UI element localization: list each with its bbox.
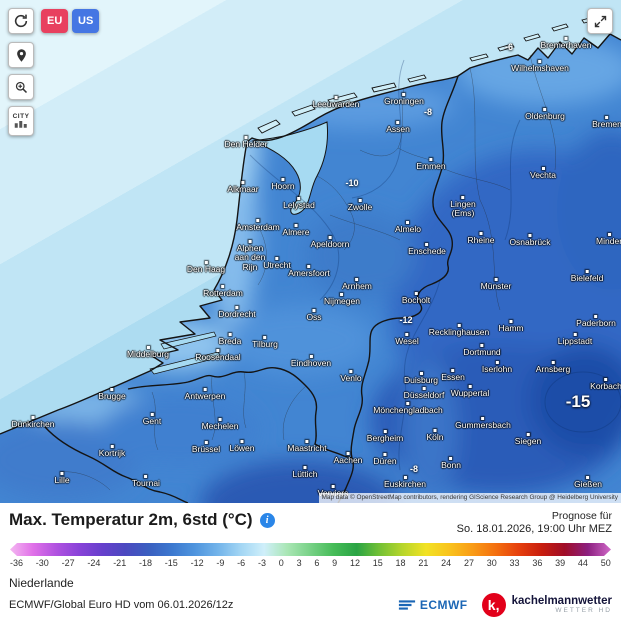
- coastline: [0, 33, 621, 435]
- admin-borders-minor: [59, 54, 556, 491]
- kachelmannwetter-logo[interactable]: k, kachelmannwetter WETTER HD: [481, 593, 612, 617]
- region-label: Niederlande: [9, 576, 74, 590]
- zoom-in-icon: [15, 81, 27, 93]
- scale-tick-label: 21: [418, 558, 429, 568]
- zoom-button[interactable]: [8, 74, 34, 100]
- info-button[interactable]: i: [259, 512, 275, 528]
- kachelmann-wordmark: kachelmannwetter WETTER HD: [512, 595, 612, 615]
- scale-tick-label: -21: [113, 558, 127, 568]
- scale-tick-label: 0: [278, 558, 284, 568]
- map-attribution[interactable]: Map data © OpenStreetMap contributors, r…: [318, 493, 621, 503]
- fullscreen-button[interactable]: [587, 8, 613, 34]
- locate-button[interactable]: [8, 42, 34, 68]
- title-row: Max. Temperatur 2m, 6std (°C) i Prognose…: [9, 510, 612, 535]
- refresh-button[interactable]: [8, 8, 34, 34]
- region-tab-us[interactable]: US: [72, 9, 99, 33]
- country-borders: [0, 33, 621, 503]
- city-buildings-icon: [14, 121, 27, 128]
- scale-tick-label: 27: [463, 558, 474, 568]
- scale-tick-label: 50: [600, 558, 611, 568]
- scale-tick-label: -24: [87, 558, 101, 568]
- brand-area: ECMWF k, kachelmannwetter WETTER HD: [398, 593, 612, 617]
- scale-tick-label: 6: [314, 558, 320, 568]
- color-scale-bar: [10, 543, 611, 556]
- forecast-label: Prognose für: [551, 510, 612, 522]
- isoline-layer: [249, 59, 621, 471]
- map-viewport[interactable]: Bremerhaven Wilhelmshaven Oldenburg Bremen L…: [0, 0, 621, 503]
- ecmwf-wordmark: ECMWF: [419, 598, 468, 612]
- border-nl-de: [337, 75, 459, 503]
- scale-tick-label: -3: [257, 558, 266, 568]
- scale-tick-label: 9: [332, 558, 338, 568]
- border-nl-be: [127, 366, 353, 459]
- scale-tick-label: 18: [395, 558, 406, 568]
- legend-panel: Max. Temperatur 2m, 6std (°C) i Prognose…: [0, 503, 621, 617]
- scale-tick-label: -15: [164, 558, 178, 568]
- scale-tick-label: -18: [138, 558, 152, 568]
- scale-tick-label: 36: [532, 558, 543, 568]
- weather-map-canvas: [0, 0, 621, 503]
- ecmwf-logo[interactable]: ECMWF: [398, 598, 468, 612]
- forecast-valid-time: Prognose für So. 18.01.2026, 19:00 Uhr M…: [457, 510, 612, 535]
- refresh-icon: [14, 14, 28, 28]
- ecmwf-flag-icon: [398, 600, 415, 610]
- scale-tick-label: 30: [486, 558, 497, 568]
- scale-tick-label: 33: [509, 558, 520, 568]
- scale-tick-label: 12: [349, 558, 360, 568]
- expand-icon: [594, 15, 606, 27]
- model-row: ECMWF/Global Euro HD vom 06.01.2026/12z …: [9, 593, 612, 617]
- scale-tick-label: 39: [555, 558, 566, 568]
- scale-tick-label: -27: [61, 558, 75, 568]
- scale-tick-label: 24: [441, 558, 452, 568]
- city-button-label: CITY: [12, 112, 30, 120]
- layer-title-text: Max. Temperatur 2m, 6std (°C): [9, 510, 253, 529]
- scale-ticks: -36 -30 -27 -24 -21 -18 -15 -12 -9 -6 -3 0 3 6 9 12 15 18…: [10, 558, 611, 568]
- scale-tick-label: -30: [35, 558, 49, 568]
- kachelmann-k-icon: k,: [481, 593, 506, 617]
- border-be-fr: [44, 426, 189, 503]
- model-info: ECMWF/Global Euro HD vom 06.01.2026/12z: [9, 599, 234, 611]
- page-title: Max. Temperatur 2m, 6std (°C) i: [9, 510, 275, 530]
- forecast-datetime: So. 18.01.2026, 19:00 Uhr MEZ: [456, 523, 612, 535]
- city-labels-toggle-button[interactable]: CITY: [8, 106, 34, 136]
- scale-tick-label: -36: [10, 558, 24, 568]
- location-pin-icon: [16, 48, 26, 62]
- kachelmann-sub: WETTER HD: [555, 607, 612, 615]
- kachelmann-name: kachelmannwetter: [511, 594, 612, 607]
- scale-tick-label: -12: [190, 558, 204, 568]
- scale-tick-label: 44: [577, 558, 588, 568]
- scale-tick-label: -9: [216, 558, 225, 568]
- scale-tick-label: 15: [372, 558, 383, 568]
- region-tab-eu[interactable]: EU: [41, 9, 68, 33]
- inland-water-layer: [149, 121, 328, 375]
- map-toolbar: EU US CITY: [8, 8, 613, 136]
- island-layer: [257, 15, 601, 134]
- scale-tick-label: -6: [237, 558, 246, 568]
- scale-tick-label: 3: [296, 558, 302, 568]
